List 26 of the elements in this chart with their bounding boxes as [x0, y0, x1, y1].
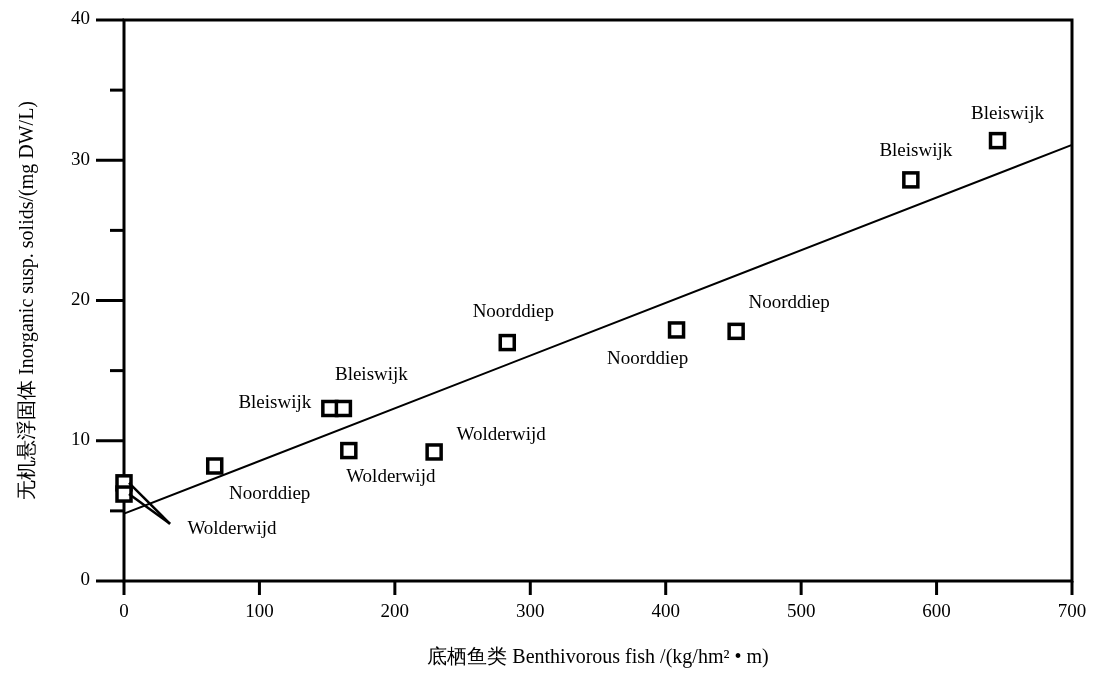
annotation: Noorddiep	[472, 299, 554, 321]
x-tick-label: 0	[119, 600, 129, 621]
annotation: Noorddiep	[606, 347, 689, 369]
annotation: Bleiswijk	[334, 362, 409, 384]
x-tick-label: 200	[380, 600, 410, 621]
annotation: Wolderwijd	[456, 423, 547, 445]
y-tick-label: 30	[71, 147, 90, 169]
x-tick-label: 500	[786, 600, 816, 621]
annotation: Bleiswijk	[971, 101, 1045, 123]
y-tick-label: 0	[80, 568, 90, 590]
annotation: Noorddiep	[229, 482, 311, 504]
y-tick-label: 40	[71, 7, 90, 29]
annotation: Wolderwijd	[346, 464, 436, 486]
x-tick-label: 600	[922, 600, 951, 621]
annotation: Wolderwijd	[187, 517, 278, 539]
y-axis-title: 无机悬浮固体 Inorganic susp. solids/(mg DW/L)	[14, 100, 38, 501]
x-tick-label: 100	[245, 600, 274, 621]
annotation: Noorddiep	[748, 290, 830, 312]
y-tick-label: 10	[71, 428, 90, 450]
y-tick-label: 20	[71, 287, 90, 309]
x-axis-title: 底栖鱼类 Benthivorous fish /(kg/hm² • m)	[427, 645, 769, 668]
x-tick-label: 300	[516, 600, 545, 621]
x-tick-label: 400	[651, 600, 680, 621]
annotation: Bleiswijk	[879, 139, 953, 161]
annotation: Bleiswijk	[238, 390, 312, 412]
x-tick-label: 700	[1057, 600, 1087, 621]
